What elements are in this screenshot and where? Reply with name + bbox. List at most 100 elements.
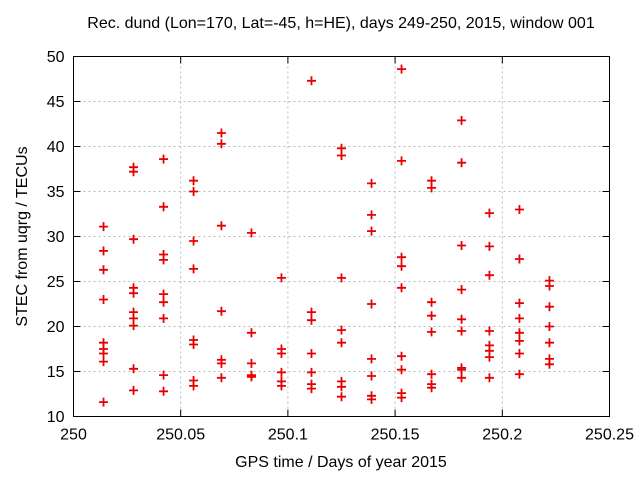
data-point: [159, 255, 169, 265]
data-point: [427, 297, 437, 307]
data-point: [216, 373, 226, 383]
data-point: [129, 364, 139, 374]
data-point: [457, 158, 467, 168]
data-point: [306, 307, 316, 317]
data-point: [484, 373, 494, 383]
data-point: [544, 338, 554, 348]
data-point: [484, 352, 494, 362]
data-point: [397, 156, 407, 166]
data-point: [276, 273, 286, 283]
data-point: [189, 340, 199, 349]
y-axis-label: STEC from uqrg / TECUs: [14, 146, 31, 326]
data-point: [397, 393, 407, 403]
x-tick-label: 250.15: [371, 427, 420, 444]
data-point: [514, 205, 524, 214]
data-point: [397, 261, 407, 271]
data-point: [367, 299, 377, 309]
data-point: [484, 208, 494, 218]
data-point: [367, 354, 377, 364]
data-point: [159, 386, 169, 396]
data-point: [427, 369, 437, 379]
x-tick-label: 250.05: [156, 427, 205, 444]
data-point: [189, 236, 199, 246]
data-point: [427, 327, 437, 337]
data-point: [427, 183, 437, 193]
data-point: [306, 76, 316, 86]
x-tick-label: 250: [60, 427, 87, 444]
data-point: [544, 359, 554, 369]
data-point: [367, 210, 377, 220]
data-point: [544, 322, 554, 331]
data-point: [159, 154, 169, 164]
y-tick-label: 50: [47, 49, 65, 66]
data-point: [457, 241, 467, 250]
data-point: [216, 358, 226, 368]
data-point: [457, 373, 467, 383]
data-point: [159, 370, 169, 380]
data-point: [457, 326, 467, 336]
data-point: [99, 295, 109, 304]
data-point: [159, 313, 169, 323]
data-point: [129, 321, 139, 331]
data-point: [337, 325, 346, 335]
data-point: [367, 371, 377, 381]
data-point: [306, 349, 316, 358]
data-point: [544, 281, 554, 291]
data-point: [397, 252, 407, 262]
data-point: [514, 336, 524, 346]
data-point: [484, 270, 494, 280]
data-point: [159, 297, 169, 307]
data-point: [159, 202, 169, 212]
data-point: [159, 289, 169, 299]
data-point: [457, 365, 467, 375]
data-point: [276, 349, 286, 358]
data-point: [189, 264, 199, 274]
y-tick-label: 45: [47, 94, 65, 111]
data-point: [129, 288, 139, 298]
data-point: [99, 246, 109, 256]
data-point: [397, 365, 407, 375]
data-point: [276, 367, 286, 377]
data-point: [514, 313, 524, 323]
x-tick-label: 250.2: [482, 427, 522, 444]
data-point: [99, 222, 109, 232]
data-point: [129, 167, 139, 177]
data-point: [246, 358, 256, 368]
data-point: [99, 397, 109, 407]
data-point: [306, 384, 316, 394]
data-point: [457, 314, 467, 324]
data-point: [99, 265, 109, 275]
data-point: [306, 315, 316, 325]
data-point: [246, 328, 256, 338]
data-point: [129, 385, 139, 395]
y-tick-label: 30: [47, 229, 65, 246]
data-point: [514, 298, 524, 308]
data-point: [216, 139, 226, 149]
data-point: [216, 221, 226, 231]
data-point: [337, 382, 346, 392]
data-point: [306, 367, 316, 377]
data-point: [189, 187, 199, 196]
data-point: [99, 357, 109, 367]
data-point: [337, 151, 346, 160]
data-point: [484, 326, 494, 336]
data-point: [397, 64, 407, 74]
data-point: [484, 241, 494, 251]
chart-title: Rec. dund (Lon=170, Lat=-45, h=HE), days…: [87, 15, 595, 32]
data-point: [246, 372, 256, 382]
data-point: [427, 383, 437, 393]
data-point: [337, 273, 346, 283]
data-point: [337, 392, 346, 402]
data-point: [99, 349, 109, 358]
data-point: [514, 369, 524, 379]
data-point: [514, 254, 524, 264]
y-tick-label: 35: [47, 184, 65, 201]
data-point: [427, 311, 437, 321]
data-point: [367, 394, 377, 404]
x-tick-label: 250.1: [268, 427, 308, 444]
data-point: [397, 351, 407, 361]
y-tick-label: 15: [47, 364, 65, 381]
data-point: [246, 228, 256, 238]
